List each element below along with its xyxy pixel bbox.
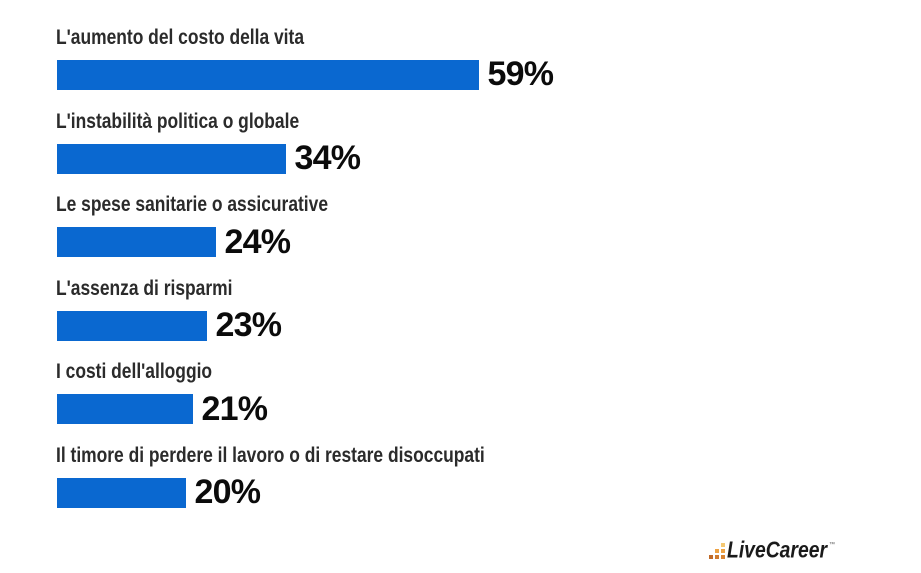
svg-text:LiveCareer: LiveCareer — [727, 538, 828, 563]
svg-text:™: ™ — [829, 541, 835, 548]
